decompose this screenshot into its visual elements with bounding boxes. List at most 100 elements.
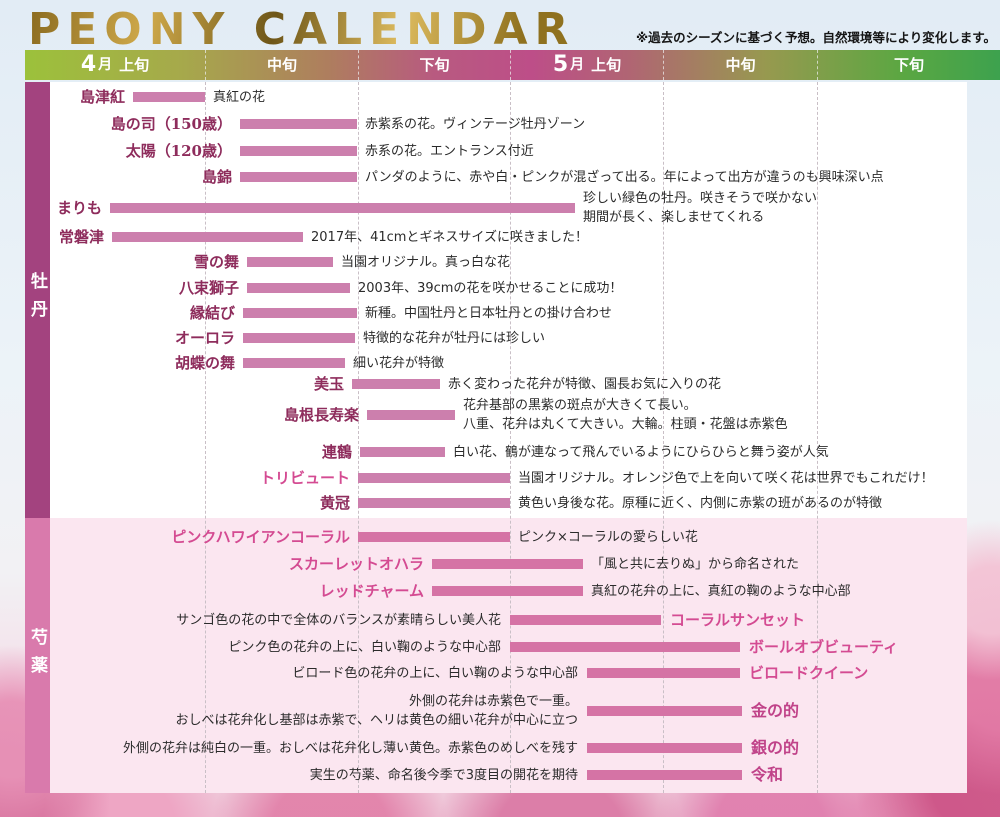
bloom-bar	[112, 232, 303, 242]
month-header-cell: 5 月上旬	[510, 50, 663, 80]
month-number-label: 4	[80, 52, 97, 77]
disclaimer-note: ※過去のシーズンに基づく予想。自然環境等により変化します。	[635, 30, 996, 45]
variety-name: オーロラ	[174, 329, 235, 347]
column-gridline	[358, 82, 359, 793]
bloom-bar	[243, 358, 345, 368]
variety-description: ビロード色の花弁の上に、白い鞠のような中心部	[292, 666, 578, 681]
bloom-bar	[587, 706, 742, 716]
bloom-bar	[240, 172, 357, 182]
variety-description: 赤く変わった花弁が特徴、園長お気に入りの花	[448, 377, 722, 392]
bloom-bar	[240, 119, 357, 129]
variety-name: ボールオブビューティ	[749, 638, 899, 656]
period-label: 中旬	[266, 55, 297, 74]
bloom-bar	[243, 333, 355, 343]
timeline-month-header: 4 月上旬 中旬 下旬 5 月上旬 中旬 下旬	[25, 50, 1000, 80]
variety-description: 実生の芍薬、命名後今季で3度目の開花を期待	[309, 768, 578, 783]
variety-description: 白い花、鶴が連なって飛んでいるようにひらひらと舞う姿が人気	[453, 445, 829, 460]
variety-name: トリビュート	[259, 469, 350, 487]
variety-name: 島の司（150歳）	[110, 115, 232, 133]
bloom-bar	[587, 668, 740, 678]
variety-description: 真紅の花	[213, 90, 266, 105]
bloom-bar	[587, 743, 742, 753]
bloom-bar	[510, 642, 740, 652]
variety-name: 連鶴	[321, 443, 352, 461]
bloom-bar	[352, 379, 440, 389]
variety-description: パンダのように、赤や白・ピンクが混ざって出る。年によって出方が違うのも興味深い点	[365, 170, 884, 185]
month-header-cell: 下旬	[817, 50, 1000, 80]
bloom-bar	[358, 532, 510, 542]
month-number-label: 5	[552, 52, 569, 77]
variety-description: 珍しい緑色の牡丹。咲きそうで咲かない 期間が長く、楽しませてくれる	[583, 191, 818, 225]
variety-description: 2017年、41cmとギネスサイズに咲きました！	[311, 230, 589, 245]
column-gridline	[663, 82, 664, 793]
variety-name: レッドチャーム	[319, 582, 424, 600]
variety-name: ビロードクイーン	[749, 664, 869, 682]
variety-description: 当園オリジナル。真っ白な花	[341, 255, 511, 270]
variety-description: サンゴ色の花の中で全体のバランスが素晴らしい美人花	[176, 613, 501, 628]
variety-name: 八束獅子	[178, 279, 239, 297]
page-title: PEONY CALENDAR	[28, 4, 576, 55]
bloom-bar	[587, 770, 742, 780]
variety-description: 赤紫系の花。ヴィンテージ牡丹ゾーン	[365, 117, 586, 132]
variety-name: 美玉	[313, 375, 344, 393]
variety-description: 真紅の花弁の上に、真紅の鞠のような中心部	[591, 584, 851, 599]
month-unit-label: 月	[98, 57, 113, 73]
sidebar-牡丹: 牡丹	[25, 82, 50, 518]
bloom-bar	[510, 615, 661, 625]
variety-description: 黄色い身後な花。原種に近く、内側に赤紫の班があるのが特徴	[518, 496, 883, 511]
month-header-cell: 4 月上旬	[25, 50, 205, 80]
bloom-bar	[367, 410, 455, 420]
month-header-cell: 中旬	[663, 50, 817, 80]
variety-name: まりも	[56, 199, 102, 217]
month-header-cell: 下旬	[358, 50, 510, 80]
variety-name: 銀の的	[751, 738, 800, 757]
month-header-cell: 中旬	[205, 50, 358, 80]
sidebar-芍薬: 芍薬	[25, 518, 50, 793]
variety-name: スカーレットオハラ	[288, 555, 424, 573]
period-label: 上旬	[591, 55, 622, 74]
variety-description: 赤系の花。エントランス付近	[365, 144, 534, 159]
variety-description: 特徴的な花弁が牡丹には珍しい	[363, 331, 546, 346]
bloom-bar	[432, 559, 583, 569]
variety-name: 島根長寿楽	[283, 406, 359, 424]
variety-description: 2003年、39cmの花を咲かせることに成功！	[358, 281, 623, 296]
section-label: 芍薬	[27, 627, 47, 684]
section-label: 牡丹	[27, 272, 47, 328]
variety-name: ピンクハワイアンコーラル	[171, 528, 350, 546]
variety-name: 島津紅	[79, 88, 125, 106]
variety-name: 胡蝶の舞	[174, 354, 235, 372]
bloom-bar	[240, 146, 357, 156]
variety-name: 太陽（120歳）	[125, 142, 232, 160]
bloom-bar	[247, 283, 350, 293]
variety-description: 当園オリジナル。オレンジ色で上を向いて咲く花は世界でもこれだけ！	[518, 471, 934, 486]
variety-description: 外側の花弁は純白の一重。おしべは花弁化し薄い黄色。赤紫色のめしべを残す	[122, 741, 578, 756]
bloom-bar	[358, 498, 510, 508]
bloom-bar	[110, 203, 575, 213]
column-gridline	[510, 82, 511, 793]
variety-name: 常磐津	[58, 228, 104, 246]
variety-description: 「風と共に去りぬ」から命名された	[591, 557, 800, 572]
variety-name: 縁結び	[189, 304, 235, 322]
bloom-bar	[432, 586, 583, 596]
variety-description: 細い花弁が特徴	[353, 356, 445, 371]
bloom-bar	[358, 473, 510, 483]
variety-name: 黄冠	[319, 494, 350, 512]
bloom-bar	[243, 308, 357, 318]
variety-name: 金の的	[751, 701, 800, 720]
variety-name: コーラルサンセット	[670, 611, 806, 629]
variety-name: 島錦	[201, 168, 232, 186]
period-label: 下旬	[419, 55, 450, 74]
variety-description: ピンク色の花弁の上に、白い鞠のような中心部	[228, 640, 501, 655]
bloom-bar	[247, 257, 333, 267]
variety-description: ピンク×コーラルの愛らしい花	[518, 530, 698, 545]
month-unit-label: 月	[570, 57, 585, 73]
variety-description: 花弁基部の黒紫の斑点が大きくて長い。 八重、花弁は丸くて大きい。大輪。柱頭・花盤…	[463, 398, 788, 432]
variety-description: 新種。中国牡丹と日本牡丹との掛け合わせ	[365, 306, 612, 321]
column-gridline	[817, 82, 818, 793]
bloom-bar	[133, 92, 205, 102]
period-label: 中旬	[725, 55, 756, 74]
period-label: 上旬	[119, 55, 150, 74]
section-background-牡丹	[50, 82, 967, 518]
